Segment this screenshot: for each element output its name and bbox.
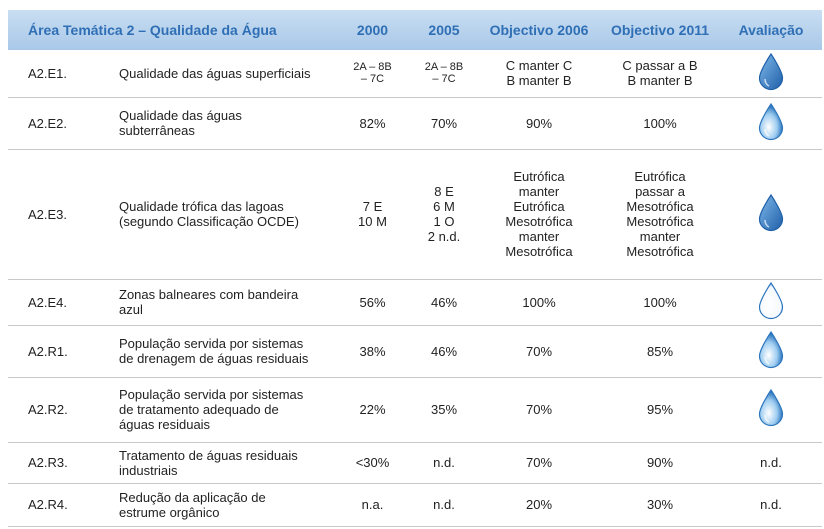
value-cell: n.d. — [410, 442, 478, 484]
value-cell: 8 E 6 M 1 O 2 n.d. — [410, 149, 478, 280]
drop-icon — [758, 52, 784, 90]
header-cell: Objectivo 2011 — [600, 10, 720, 50]
drop-icon — [758, 102, 784, 140]
assessment-cell: n.d. — [720, 483, 822, 527]
value-cell: 70% — [478, 442, 600, 484]
header-title: Área Temática 2 – Qualidade da Água — [8, 10, 335, 50]
assessment-cell — [720, 149, 822, 280]
value-cell: 100% — [600, 97, 720, 150]
value-cell: 82% — [335, 97, 410, 150]
value-cell: n.d. — [410, 483, 478, 527]
drop-icon — [758, 330, 784, 368]
value-cell: 38% — [335, 325, 410, 378]
value-cell: n.a. — [335, 483, 410, 527]
value-cell: 35% — [410, 377, 478, 443]
indicator-cell: Qualidade das águas subterrâneas — [115, 97, 335, 150]
value-cell: 7 E 10 M — [335, 149, 410, 280]
table-row: A2.R1. População servida por sistemas de … — [8, 325, 822, 378]
indicator-cell: População servida por sistemas de tratam… — [115, 377, 335, 443]
value-cell: 90% — [478, 97, 600, 150]
value-cell: 30% — [600, 483, 720, 527]
indicator-cell: Tratamento de águas residuais industriai… — [115, 442, 335, 484]
value-cell: 100% — [600, 279, 720, 326]
assessment-cell: n.d. — [720, 442, 822, 484]
indicator-cell: Zonas balneares com bandeira azul — [115, 279, 335, 326]
value-cell: 46% — [410, 325, 478, 378]
value-cell: 20% — [478, 483, 600, 527]
indicator-cell: Redução da aplicação de estrume orgânico — [115, 483, 335, 527]
table-row: A2.R3. Tratamento de águas residuais indu… — [8, 442, 822, 484]
indicator-cell: Qualidade trófica das lagoas (segundo Cl… — [115, 149, 335, 280]
header-cell: Objectivo 2006 — [478, 10, 600, 50]
table-body: A2.E1. Qualidade das águas superficiais 2A… — [8, 50, 822, 527]
indicator-cell: Qualidade das águas superficiais — [115, 50, 335, 98]
value-cell: C passar a B B manter B — [600, 50, 720, 98]
value-cell: Eutrófica manter Eutrófica Mesotrófica m… — [478, 149, 600, 280]
value-cell: 85% — [600, 325, 720, 378]
header-cell: Avaliação — [720, 10, 822, 50]
value-cell: 95% — [600, 377, 720, 443]
table-row: A2.E1. Qualidade das águas superficiais 2A… — [8, 50, 822, 98]
value-cell: 90% — [600, 442, 720, 484]
header-cell: 2000 — [335, 10, 410, 50]
value-cell: 70% — [410, 97, 478, 150]
assessment-cell — [720, 50, 822, 98]
indicator-cell: População servida por sistemas de drenag… — [115, 325, 335, 378]
table-row: A2.E4. Zonas balneares com bandeira azul 5… — [8, 279, 822, 326]
table: Área Temática 2 – Qualidade da Água 2000… — [8, 10, 822, 527]
drop-icon — [758, 281, 784, 319]
drop-icon — [758, 388, 784, 427]
code-cell: A2.R2. — [8, 377, 115, 443]
code-cell: A2.E3. — [8, 149, 115, 280]
value-cell: 56% — [335, 279, 410, 326]
assessment-cell — [720, 279, 822, 326]
assessment-cell — [720, 97, 822, 150]
code-cell: A2.R1. — [8, 325, 115, 378]
table-row: A2.R2. População servida por sistemas de … — [8, 377, 822, 443]
assessment-cell — [720, 377, 822, 443]
table-row: A2.E3. Qualidade trófica das lagoas (segu… — [8, 149, 822, 280]
value-cell: 70% — [478, 325, 600, 378]
code-cell: A2.R3. — [8, 442, 115, 484]
value-cell: 70% — [478, 377, 600, 443]
table-row: A2.R4. Redução da aplicação de estrume or… — [8, 483, 822, 527]
drop-icon — [758, 193, 784, 231]
value-cell: 2A – 8B – 7C — [335, 50, 410, 98]
value-cell: 22% — [335, 377, 410, 443]
code-cell: A2.R4. — [8, 483, 115, 527]
value-cell: 2A – 8B – 7C — [410, 50, 478, 98]
value-cell: 46% — [410, 279, 478, 326]
code-cell: A2.E1. — [8, 50, 115, 98]
header-row: Área Temática 2 – Qualidade da Água 2000… — [8, 10, 822, 50]
table-row: A2.E2. Qualidade das águas subterrâneas 82… — [8, 97, 822, 150]
value-cell: <30% — [335, 442, 410, 484]
value-cell: Eutrófica passar a Mesotrófica Mesotrófi… — [600, 149, 720, 280]
code-cell: A2.E2. — [8, 97, 115, 150]
value-cell: C manter C B manter B — [478, 50, 600, 98]
assessment-cell — [720, 325, 822, 378]
value-cell: 100% — [478, 279, 600, 326]
code-cell: A2.E4. — [8, 279, 115, 326]
header-cell: 2005 — [410, 10, 478, 50]
